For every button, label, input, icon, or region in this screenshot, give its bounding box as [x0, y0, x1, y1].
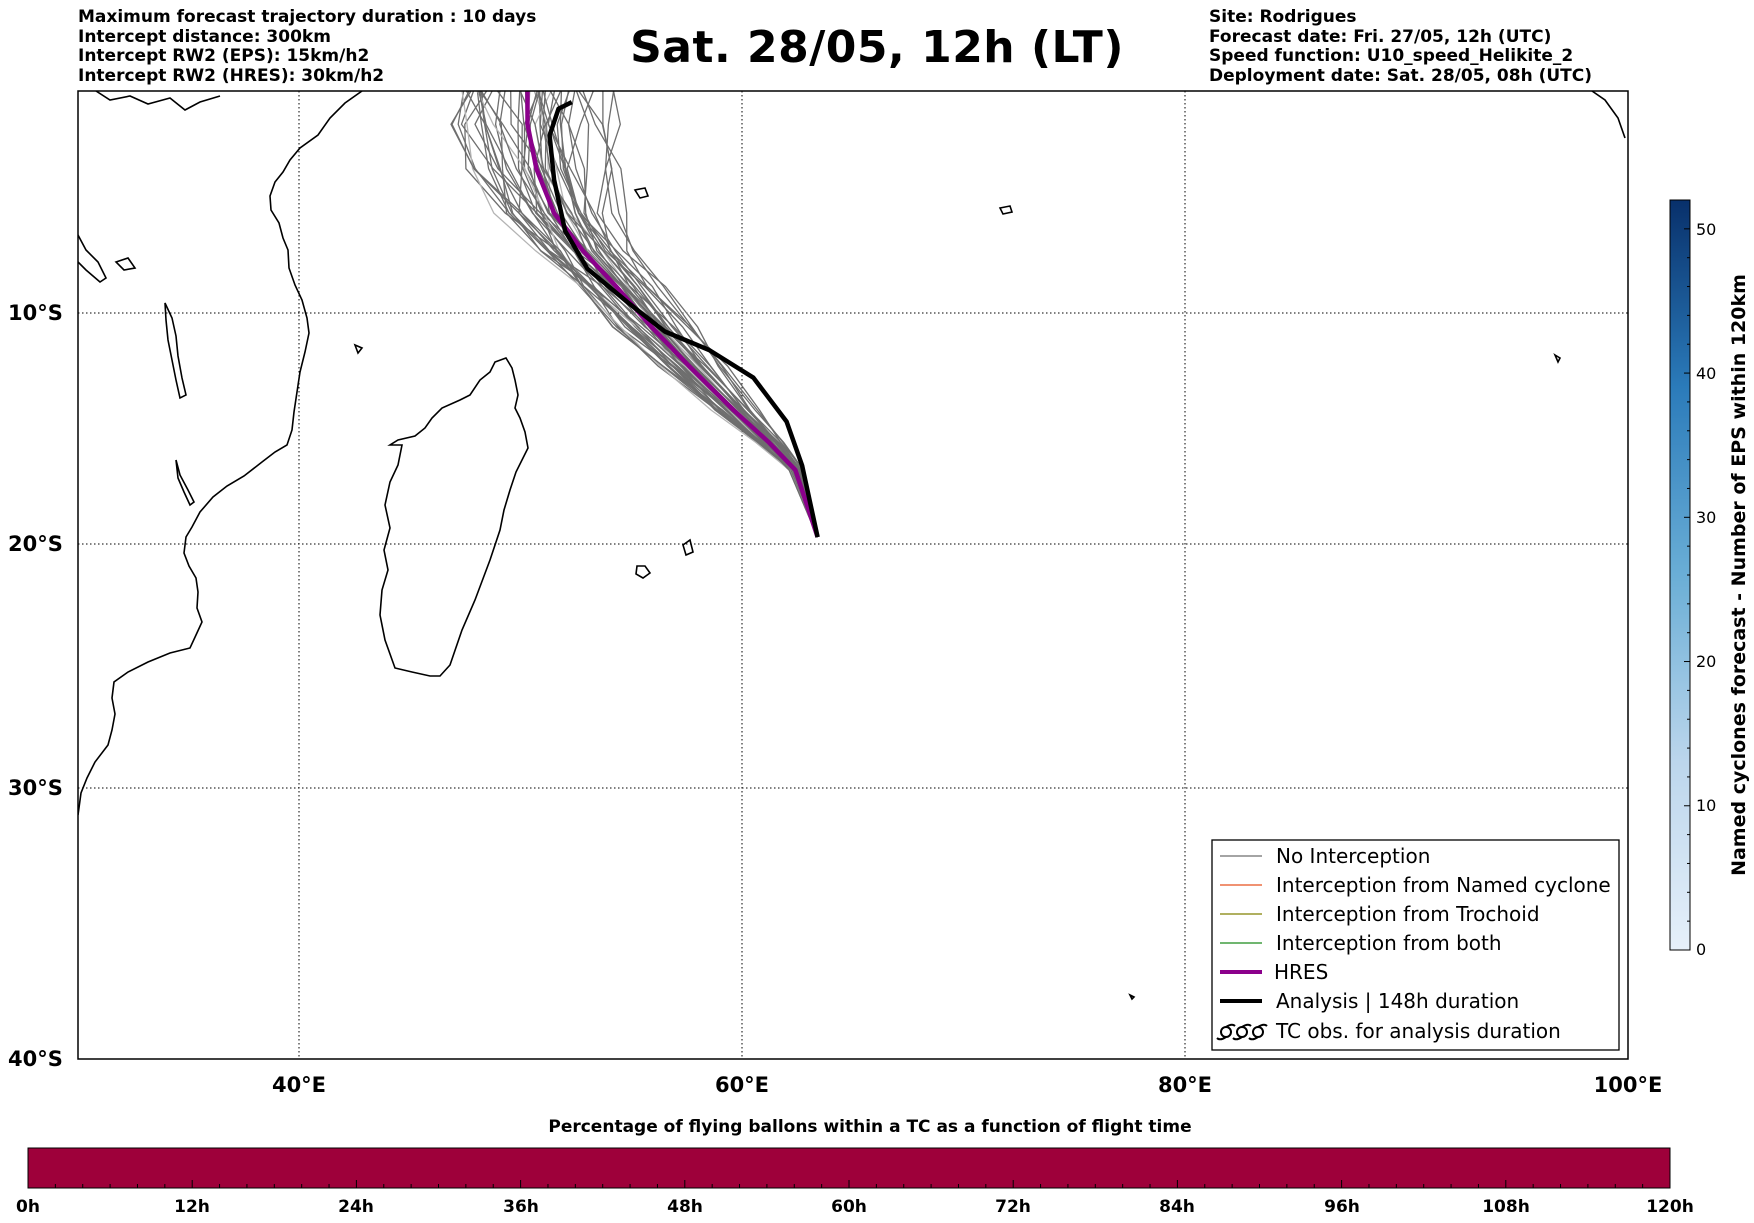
island-seychelles — [633, 187, 650, 199]
eps-trajectory — [604, 91, 819, 538]
legend-label: TC obs. for analysis duration — [1275, 1019, 1561, 1043]
map-border — [77, 90, 1629, 1060]
colorbar-right-title: Named cyclones forecast - Number of EPS … — [1728, 274, 1750, 876]
colorbar-bottom-tick-label: 60h — [831, 1197, 867, 1217]
trajectories — [450, 91, 820, 538]
header-left-line: Maximum forecast trajectory duration : 1… — [78, 7, 537, 27]
colorbar-bottom-title: Percentage of flying ballons within a TC… — [548, 1117, 1191, 1137]
header-right-line: Deployment date: Sat. 28/05, 08h (UTC) — [1209, 65, 1593, 86]
legend-label: Analysis | 148h duration — [1276, 989, 1519, 1013]
lake-malawi — [175, 459, 196, 507]
legend: No Interception Interception from Named … — [1211, 839, 1620, 1051]
header-left-info: Maximum forecast trajectory duration : 1… — [78, 7, 537, 86]
colorbar-right-tick-label: 40 — [1696, 364, 1716, 383]
colorbar-right-tick-label: 10 — [1696, 796, 1716, 815]
colorbar-bottom-tick-label: 0h — [16, 1197, 40, 1217]
madagascar-coastline — [379, 357, 529, 677]
header-right-line: Forecast date: Fri. 27/05, 12h (UTC) — [1209, 26, 1552, 47]
colorbar-bottom-tick-label: 36h — [503, 1197, 539, 1217]
southern-island — [1128, 993, 1136, 1001]
colorbar-right-tick-label: 30 — [1696, 508, 1716, 527]
eps-trajectory — [457, 91, 819, 538]
tip-island — [1591, 91, 1626, 139]
legend-label: Interception from both — [1276, 931, 1502, 955]
eps-trajectory — [461, 91, 819, 538]
analysis-trajectory — [547, 100, 820, 538]
header-right-line: Speed function: U10_speed_Helikite_2 — [1209, 46, 1574, 66]
eps-trajectory — [450, 91, 819, 538]
island-a — [998, 205, 1014, 215]
colorbar-right-tick-label: 50 — [1696, 220, 1716, 239]
eps-trajectory — [596, 91, 819, 538]
colorbar-bottom-ticks — [27, 1180, 1671, 1188]
colorbar-bottom-tick-label: 48h — [667, 1197, 703, 1217]
header-left-line: Intercept RW2 (HRES): 30km/h2 — [78, 65, 385, 86]
header-left-line: Intercept distance: 300km — [78, 26, 331, 47]
colorbar-bottom-tick-label: 24h — [338, 1197, 374, 1217]
legend-label: HRES — [1274, 960, 1328, 984]
eps-trajectory — [582, 91, 819, 538]
coastlines — [78, 91, 1626, 1001]
island-b — [114, 257, 137, 271]
eps-trajectory — [549, 91, 819, 538]
lake-tanganyika — [164, 302, 187, 400]
colorbar-bottom-tick-label: 72h — [995, 1197, 1031, 1217]
header-right-line: Site: Rodrigues — [1209, 7, 1357, 27]
legend-label: Interception from Trochoid — [1276, 902, 1540, 926]
lon-label: 60°E — [715, 1073, 769, 1097]
chagos-island — [1553, 353, 1562, 364]
colorbar-right-ticks — [1684, 199, 1690, 951]
tc-symbol-icon — [1216, 1023, 1268, 1041]
island-reunion-area — [682, 538, 694, 557]
header-left-line: Intercept RW2 (EPS): 15km/h2 — [78, 46, 370, 66]
page-title: Sat. 28/05, 12h (LT) — [630, 22, 1124, 73]
colorbar-bottom-tick-label: 108h — [1482, 1197, 1530, 1217]
colorbar-bottom-tick-label: 12h — [174, 1197, 210, 1217]
lon-label: 100°E — [1594, 1073, 1663, 1097]
eps-trajectory — [544, 91, 819, 538]
colorbar-right-tick-label: 0 — [1696, 940, 1706, 959]
northeast-africa-detail — [95, 91, 221, 111]
africa-coastline — [78, 91, 363, 816]
legend-label: No Interception — [1276, 844, 1430, 868]
colorbar-bottom: Percentage of flying ballons within a TC… — [16, 1117, 1694, 1217]
lon-label: 80°E — [1158, 1073, 1212, 1097]
legend-label: Interception from Named cyclone — [1276, 873, 1611, 897]
legend-box — [1211, 839, 1620, 1051]
island-comoros — [353, 343, 364, 355]
lon-label: 40°E — [272, 1073, 326, 1097]
colorbar-right-tick-label: 20 — [1696, 652, 1716, 671]
colorbar-right: 0 10 20 30 40 50 Named cyclones forecast… — [1669, 199, 1750, 959]
island-mauritius-area — [635, 565, 652, 579]
eps-trajectory — [566, 91, 819, 538]
lat-label: 40°S — [8, 1047, 63, 1071]
map-gridlines — [78, 91, 1628, 1059]
eps-trajectory — [494, 91, 819, 538]
lat-label: 20°S — [8, 532, 63, 556]
eps-trajectory — [578, 91, 819, 538]
colorbar-bottom-tick-label: 120h — [1646, 1197, 1694, 1217]
colorbar-bottom-tick-label: 84h — [1159, 1197, 1195, 1217]
colorbar-bottom-tick-label: 96h — [1324, 1197, 1360, 1217]
eps-trajectory — [567, 91, 819, 538]
lake-victoria — [78, 234, 108, 284]
header-right-info: Site: Rodrigues Forecast date: Fri. 27/0… — [1209, 7, 1593, 86]
lat-label: 10°S — [8, 301, 63, 325]
lat-label: 30°S — [8, 776, 63, 800]
